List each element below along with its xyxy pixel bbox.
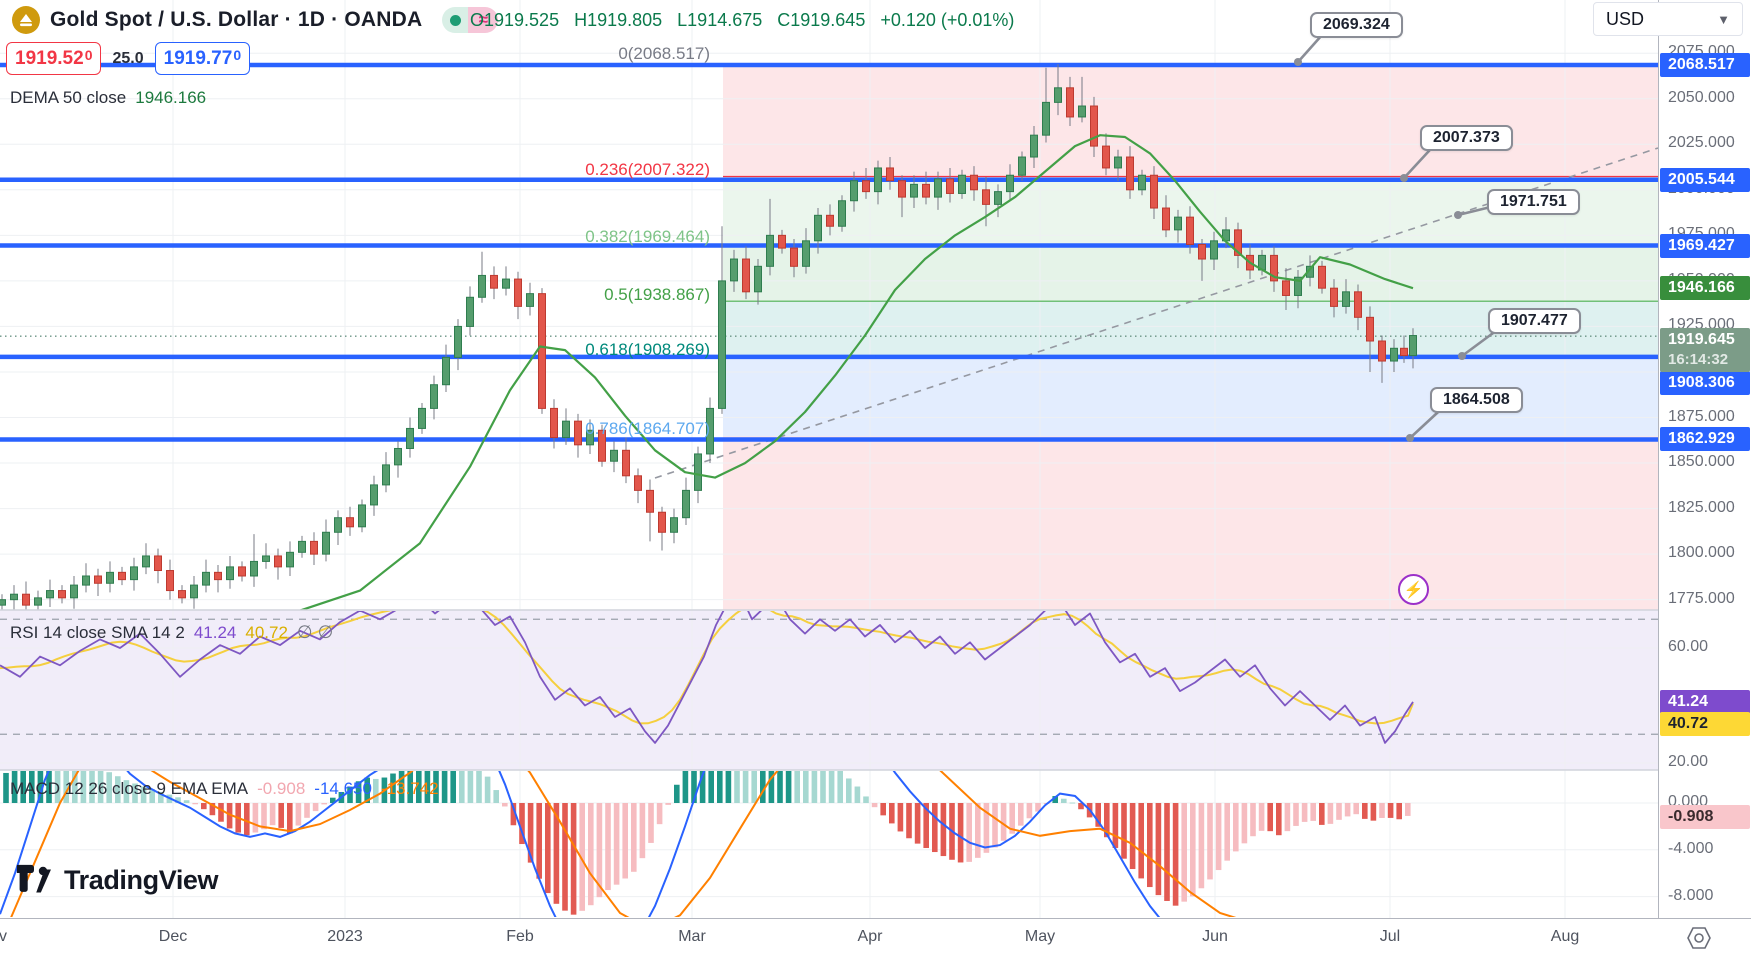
time-label-Dec[interactable]: Dec — [158, 928, 188, 945]
time-label-Jul[interactable]: Jul — [1379, 928, 1401, 945]
time-label-v[interactable]: v — [0, 928, 7, 945]
spread-label: 25.0 — [112, 49, 144, 67]
price-tick-1800.000: 1800.000 — [1668, 544, 1735, 562]
candles — [0, 64, 1417, 610]
dema-line — [299, 134, 1414, 610]
tradingview-logo-icon — [16, 864, 51, 893]
tradingview-watermark[interactable]: TradingView — [16, 864, 219, 896]
price-line-label-2005.544[interactable]: 2005.544 — [1660, 167, 1750, 192]
symbol-status-pills: ≈ — [442, 7, 499, 33]
time-label-2023[interactable]: 2023 — [327, 928, 363, 945]
macd-hist-badge[interactable]: -0.908 — [1660, 805, 1750, 830]
currency-dropdown[interactable]: USD ▼ — [1593, 2, 1743, 36]
price-axis[interactable]: 2075.0002050.0002025.0002000.0001975.000… — [1658, 0, 1751, 918]
rsi-legend-value: 41.24 — [193, 622, 237, 642]
ohlc-close: C1919.645 — [777, 10, 866, 30]
price-tick-2050.000: 2050.000 — [1668, 88, 1735, 106]
macd-tick--4.000: -4.000 — [1668, 839, 1714, 857]
price-tick-1875.000: 1875.000 — [1668, 407, 1735, 425]
macd-signal-value: -13.742 — [380, 779, 439, 798]
scale-settings-icon[interactable] — [1684, 924, 1714, 952]
price-tick-1825.000: 1825.000 — [1668, 498, 1735, 516]
time-label-Mar[interactable]: Mar — [678, 928, 706, 945]
price-tick-1850.000: 1850.000 — [1668, 453, 1735, 471]
macd-histogram — [3, 771, 1411, 915]
approx-price-icon[interactable]: ≈ — [468, 7, 499, 33]
rsi-source-icons[interactable]: ∅ ∅ — [296, 622, 334, 642]
price-line-label-1969.427[interactable]: 1969.427 — [1660, 233, 1750, 258]
price-callout-2069.324[interactable]: 2069.324 — [1310, 12, 1403, 38]
macd-legend-label: MACD 12 26 close 9 EMA EMA — [10, 779, 249, 798]
time-label-Apr[interactable]: Apr — [857, 928, 883, 945]
rsi-sma-value: 40.72 — [245, 622, 288, 642]
sell-button[interactable]: 1919.52 0 — [6, 42, 102, 75]
rsi-badge-41.24[interactable]: 41.24 — [1660, 689, 1750, 714]
oanda-logo-icon[interactable] — [12, 6, 40, 34]
macd-tick--8.000: -8.000 — [1668, 886, 1714, 904]
last-price-value: 1919.645 — [1668, 331, 1735, 349]
time-label-Feb[interactable]: Feb — [506, 928, 534, 945]
price-tick-1775.000: 1775.000 — [1668, 589, 1735, 607]
price-callout-2007.373[interactable]: 2007.373 — [1420, 125, 1513, 151]
bar-countdown: 16:14:32 — [1668, 351, 1729, 369]
price-line-label-1908.306[interactable]: 1908.306 — [1660, 371, 1750, 395]
fib-label-0: 0(2068.517) — [618, 44, 710, 63]
price-line-label-1946.166[interactable]: 1946.166 — [1660, 275, 1750, 300]
rsi-tick-20.00: 20.00 — [1668, 753, 1709, 770]
symbol-header: Gold Spot / U.S. Dollar · 1D · OANDA ≈ — [12, 6, 499, 34]
currency-label: USD — [1606, 8, 1645, 29]
ohlc-values: O1919.525 H1919.805 L1914.675 C1919.645 … — [470, 10, 1014, 31]
market-status-icon[interactable] — [442, 7, 469, 33]
chevron-down-icon: ▼ — [1717, 11, 1730, 27]
ohlc-high: H1919.805 — [574, 10, 663, 30]
buy-button[interactable]: 1919.77 0 — [154, 42, 251, 75]
ohlc-change: +0.120 (+0.01%) — [880, 10, 1015, 30]
macd-signal-line — [10, 771, 1237, 917]
macd-line — [0, 771, 1161, 917]
price-callout-1971.751[interactable]: 1971.751 — [1487, 189, 1580, 215]
macd-line-value: -14.650 — [314, 779, 372, 798]
rsi-legend-label: RSI 14 close SMA 14 2 — [10, 622, 185, 642]
price-callout-1864.508[interactable]: 1864.508 — [1430, 387, 1523, 413]
fib-label-0.618: 0.618(1908.269) — [585, 339, 710, 359]
rsi-line — [0, 611, 1414, 744]
tradingview-logo-text: TradingView — [64, 864, 219, 895]
instant-trading-icon[interactable]: ⚡ — [1398, 574, 1429, 605]
macd-legend[interactable]: MACD 12 26 close 9 EMA EMA -0.908 -14.65… — [10, 779, 439, 799]
symbol-title[interactable]: Gold Spot / U.S. Dollar · 1D · OANDA — [50, 8, 423, 31]
price-line-label-1862.929[interactable]: 1862.929 — [1660, 427, 1750, 452]
dema-legend[interactable]: DEMA 50 close 1946.166 — [10, 88, 206, 108]
price-callout-1907.477[interactable]: 1907.477 — [1488, 308, 1581, 334]
price-tick-2025.000: 2025.000 — [1668, 134, 1735, 152]
dema-legend-value: 1946.166 — [135, 88, 207, 107]
fib-label-0.382: 0.382(1969.464) — [585, 227, 710, 247]
fib-label-0.5: 0.5(1938.867) — [604, 285, 710, 305]
last-price-label[interactable]: 1919.645 16:14:32 — [1660, 328, 1750, 373]
time-label-Aug[interactable]: Aug — [1550, 928, 1580, 945]
rsi-tick-60.00: 60.00 — [1668, 638, 1709, 655]
macd-hist-value: -0.908 — [257, 779, 306, 798]
trade-widget: 1919.52 0 25.0 1919.77 0 — [6, 42, 251, 75]
time-label-May[interactable]: May — [1024, 928, 1056, 945]
ohlc-open: O1919.525 — [470, 10, 560, 30]
rsi-badge-40.72[interactable]: 40.72 — [1660, 712, 1750, 737]
dema-legend-label: DEMA 50 close — [10, 88, 127, 107]
fib-label-0.236: 0.236(2007.322) — [585, 160, 710, 180]
time-label-Jun[interactable]: Jun — [1202, 928, 1228, 945]
rsi-legend[interactable]: RSI 14 close SMA 14 2 41.24 40.72 ∅ ∅ — [10, 622, 333, 643]
price-line-label-2068.517[interactable]: 2068.517 — [1660, 53, 1750, 77]
time-axis[interactable]: v Dec 2023 Feb Mar Apr May Jun Jul Aug — [0, 918, 1751, 955]
fib-label-0.786: 0.786(1864.707) — [585, 419, 710, 439]
ohlc-low: L1914.675 — [677, 10, 763, 30]
